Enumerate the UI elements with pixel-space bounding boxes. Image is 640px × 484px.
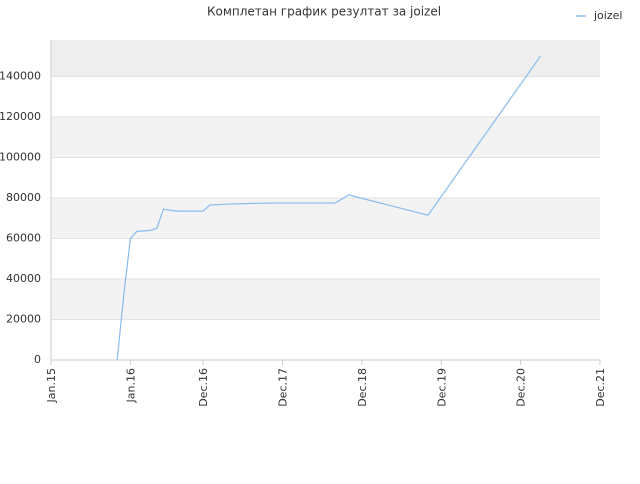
x-tick-label: Jan.16 — [124, 368, 137, 403]
band — [51, 278, 600, 320]
y-tick-label: 80000 — [6, 191, 41, 204]
band — [51, 116, 600, 158]
x-tick-label: Dec.20 — [515, 368, 528, 407]
data-line — [116, 55, 541, 361]
x-tick-label: Dec.21 — [594, 368, 607, 407]
x-tick-label: Dec.17 — [277, 368, 290, 407]
y-tick-label: 20000 — [6, 312, 41, 325]
chart-title: Комплетан график резултат за joizel — [207, 5, 441, 19]
band — [51, 197, 600, 239]
y-tick-label: 60000 — [6, 231, 41, 244]
y-tick-label: 100000 — [0, 150, 41, 163]
x-tick-label: Dec.18 — [356, 368, 369, 407]
y-tick-label: 140000 — [0, 69, 41, 82]
x-tick-label: Dec.16 — [197, 368, 210, 407]
y-tick-label: 0 — [34, 353, 41, 366]
x-tick-label: Jan.15 — [45, 368, 58, 403]
y-tick-label: 120000 — [0, 110, 41, 123]
x-tick-label: Dec.19 — [435, 368, 448, 407]
y-tick-label: 40000 — [6, 272, 41, 285]
band — [51, 40, 600, 77]
legend-label: joizel — [593, 9, 622, 22]
